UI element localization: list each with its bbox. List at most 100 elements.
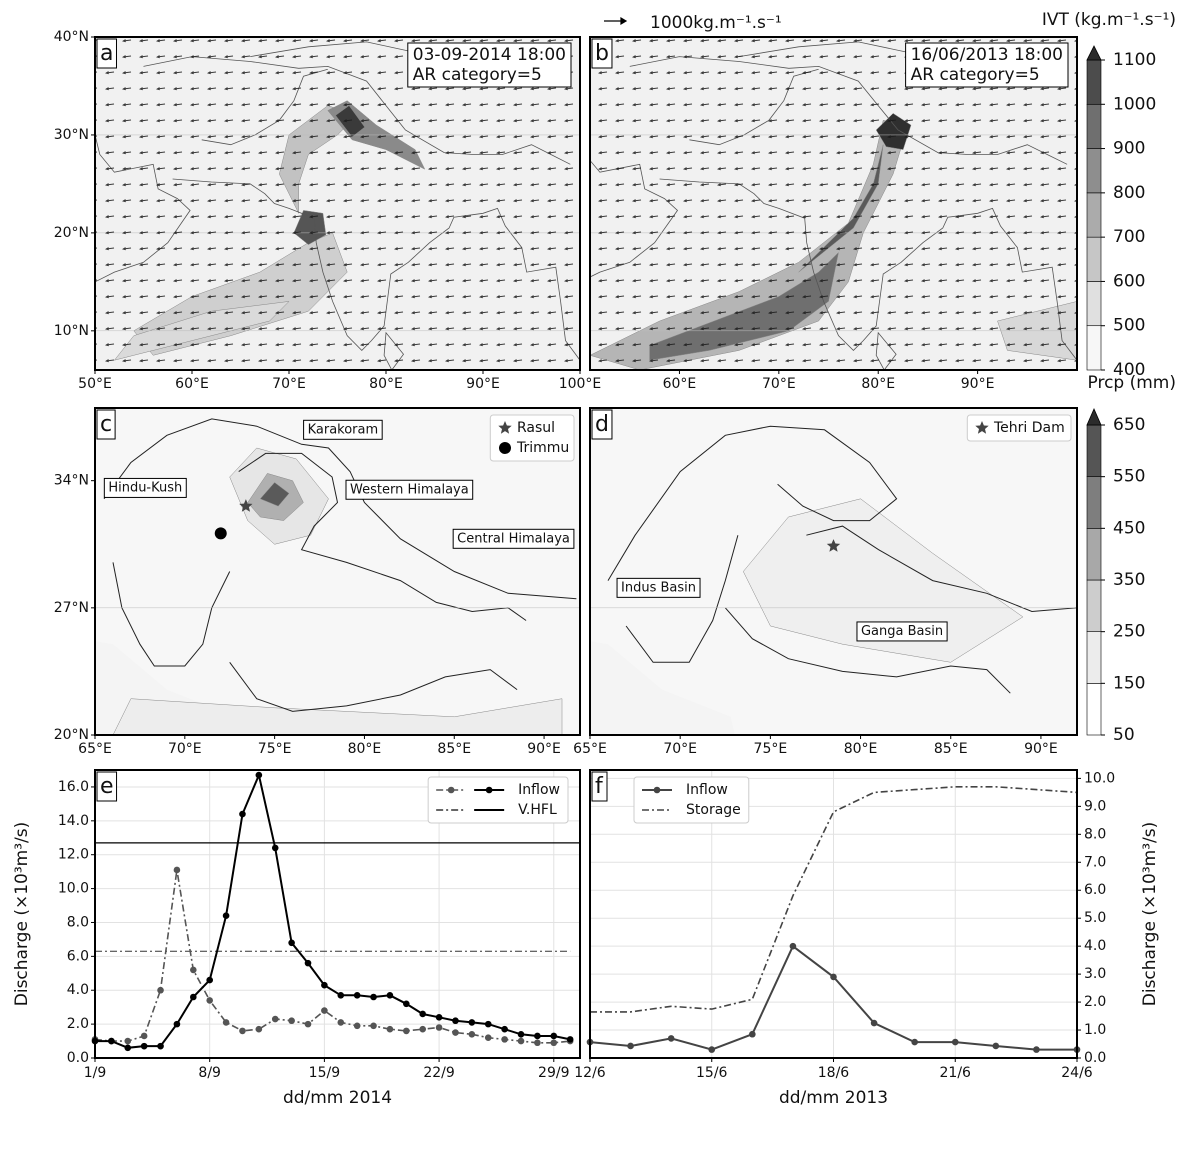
x-tick-label: 15/6 — [696, 1065, 728, 1081]
panel-letter: f — [595, 774, 604, 799]
y-axis-label: Discharge (×10³m³/s) — [1140, 822, 1160, 1006]
panel-letter-group: d — [591, 409, 613, 440]
x-tick-label: 85°E — [437, 741, 471, 757]
series-marker — [517, 1030, 525, 1038]
series-marker — [206, 997, 213, 1004]
series-marker — [337, 1019, 345, 1026]
region-label: Ganga Basin — [856, 621, 948, 642]
map-legend: Rasul Trimmu — [489, 414, 575, 462]
x-tick-label: 90°E — [1024, 741, 1058, 757]
boundary — [112, 562, 231, 667]
x-tick-label: 12/6 — [574, 1065, 606, 1081]
series-marker — [239, 810, 246, 818]
legend-label: V.HFL — [518, 802, 557, 818]
boundary — [806, 525, 1077, 613]
series-marker — [435, 1024, 443, 1031]
colorbar-extension — [1086, 45, 1102, 61]
region-box — [616, 577, 701, 598]
colorbar-tick-label: 450 — [1113, 518, 1145, 538]
series-marker — [452, 1029, 459, 1036]
series-marker — [271, 1015, 279, 1023]
map-d — [590, 408, 1077, 735]
annotation-box — [905, 42, 1069, 88]
region-box — [345, 479, 474, 500]
legend-box — [633, 776, 750, 824]
x-tick-label: 70°E — [272, 376, 306, 392]
legend: Inflow V.HFL — [427, 776, 569, 824]
series-marker — [419, 1025, 427, 1033]
colorbar-tick-label: 1000 — [1113, 94, 1156, 114]
legend-marker — [447, 786, 455, 794]
colorbar-tick-label: 550 — [1113, 467, 1145, 487]
legend-star — [975, 421, 989, 434]
colorbar-segment — [1086, 683, 1102, 736]
x-tick-label: 60°E — [175, 376, 209, 392]
wind-vectors — [590, 37, 1077, 370]
colorbar-tick-label: 800 — [1113, 183, 1145, 203]
x-tick-label: 65°E — [78, 741, 112, 757]
x-tick-label: 75°E — [258, 741, 292, 757]
x-tick-label: 70°E — [663, 741, 697, 757]
y-tick-label: 10°N — [54, 323, 89, 339]
legend-label: Trimmu — [516, 440, 569, 456]
series-marker — [1033, 1046, 1040, 1053]
series-marker — [951, 1038, 959, 1046]
region-label: Central Himalaya — [452, 528, 575, 549]
series-marker — [386, 1025, 394, 1033]
colorbar-tick-label: 700 — [1113, 227, 1145, 247]
x-tick-label: 75°E — [754, 741, 788, 757]
vector-key-label: 1000kg.m⁻¹.s⁻¹ — [650, 13, 782, 33]
boundary — [229, 662, 518, 712]
series-marker — [435, 1014, 443, 1021]
x-tick-label: 70°E — [762, 376, 796, 392]
annotation-box — [407, 42, 572, 88]
y-tick-label: 2.0 — [1084, 994, 1106, 1010]
series-marker — [337, 992, 345, 999]
x-tick-label: 70°E — [168, 741, 202, 757]
colorbar-tick-label: 500 — [1113, 316, 1145, 336]
y-tick-label: 4.0 — [67, 982, 89, 998]
panel-letter-box — [591, 409, 613, 440]
legend-marker — [653, 786, 661, 794]
region-label: Indus Basin — [616, 577, 701, 598]
series-line — [590, 786, 1078, 1013]
series-marker — [830, 973, 837, 981]
region-label: Karakoram — [303, 419, 383, 440]
series-marker — [386, 992, 394, 999]
y-tick-label: 10.0 — [58, 881, 89, 897]
colorbar-segment — [1086, 192, 1102, 238]
colorbar-tick-label: 400 — [1113, 360, 1145, 380]
panel-letter: b — [595, 41, 609, 66]
y-tick-label: 8.0 — [67, 914, 89, 930]
series-marker — [403, 1027, 410, 1035]
series-marker — [321, 1007, 328, 1014]
legend-star — [498, 421, 512, 434]
annotation-line: AR category=5 — [911, 65, 1040, 85]
series-marker — [789, 942, 797, 950]
series-marker — [353, 1022, 361, 1030]
legend-label: Inflow — [518, 782, 560, 798]
series-marker — [517, 1037, 525, 1045]
site-star — [239, 499, 253, 512]
colorbar-segment — [1086, 59, 1102, 105]
colorbar-segment — [1086, 236, 1102, 282]
series-marker — [468, 1030, 476, 1038]
map-a — [95, 37, 580, 370]
y-tick-label: 6.0 — [67, 948, 89, 964]
y-tick-label: 16.0 — [58, 779, 89, 795]
legend-box — [966, 414, 1072, 442]
series-marker — [501, 1025, 508, 1033]
series-marker — [222, 912, 230, 919]
colorbar-segment — [1086, 325, 1102, 371]
legend: Inflow Storage — [633, 776, 750, 824]
series-marker — [550, 1032, 558, 1040]
map-frame — [589, 407, 1078, 736]
region-box — [103, 477, 187, 498]
y-tick-label: 27°N — [54, 600, 89, 616]
series-marker — [870, 1019, 878, 1027]
series-marker — [288, 1017, 295, 1025]
colorbar-tick-label: 600 — [1113, 271, 1145, 291]
panel-letter-box — [591, 771, 608, 802]
boundary — [724, 607, 1011, 694]
legend-label: Storage — [686, 802, 741, 818]
